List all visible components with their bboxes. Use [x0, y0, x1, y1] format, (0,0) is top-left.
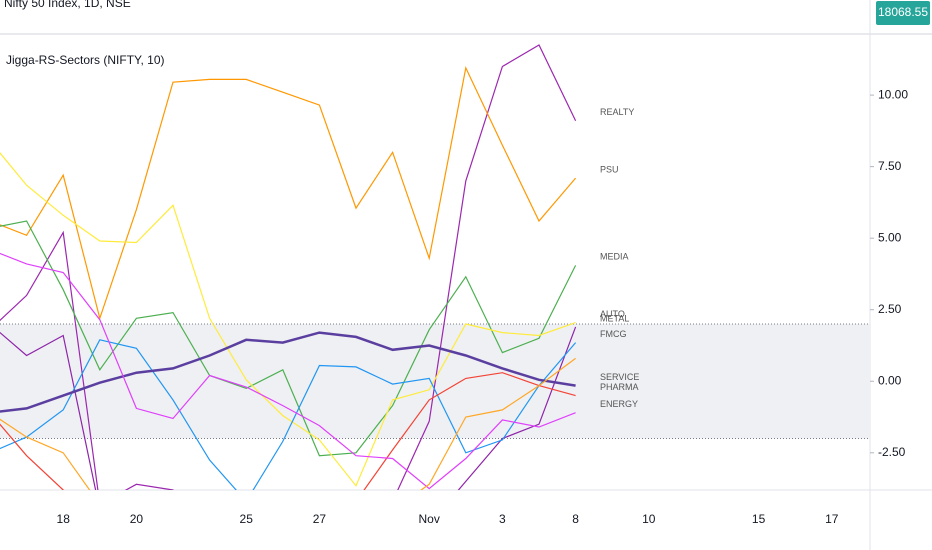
- series-line: [0, 331, 576, 413]
- price-badge: [876, 1, 930, 25]
- y-tick-label: 10.00: [878, 87, 908, 101]
- series-name-label: REALTY: [600, 107, 634, 117]
- series-name-label: PHARMA: [600, 382, 639, 392]
- series-line: [0, 65, 577, 321]
- series-name-label: PSU: [600, 164, 619, 174]
- line-layer: [0, 44, 577, 490]
- x-tick-label: 8: [572, 512, 579, 526]
- x-tick-label: 18: [57, 512, 71, 526]
- y-tick-label: 0.00: [878, 373, 902, 387]
- series-name-label: FMCG: [600, 329, 627, 339]
- y-tick-label: 7.50: [878, 159, 902, 173]
- series-line: [0, 220, 577, 457]
- y-tick-label: 5.00: [878, 230, 902, 244]
- series-name-label: ENERGY: [600, 399, 638, 409]
- series-name-label: AUTO: [600, 309, 625, 319]
- series-line: [0, 357, 576, 490]
- x-tick-label: 3: [499, 512, 506, 526]
- y-tick-label: -2.50: [878, 445, 906, 459]
- series-line: [0, 44, 577, 490]
- series-line: [0, 326, 577, 490]
- series-line: [0, 372, 576, 490]
- series-name-label: SERVICE: [600, 372, 639, 382]
- x-tick-label: Nov: [419, 512, 440, 526]
- title-backdrop: [2, 50, 122, 70]
- y-tick-label: 2.50: [878, 302, 902, 316]
- x-tick-label: 15: [752, 512, 766, 526]
- series-name-label: MEDIA: [600, 252, 629, 262]
- symbol-title: Nifty 50 Index, 1D, NSE: [4, 0, 131, 10]
- chart-title: Jigga-RS-Sectors (NIFTY, 10): [6, 53, 165, 67]
- x-tick-label: 25: [240, 512, 254, 526]
- series-line: [0, 252, 576, 490]
- x-tick-label: 27: [313, 512, 327, 526]
- x-tick-label: 10: [642, 512, 656, 526]
- series-line: [0, 152, 576, 487]
- series-name-label: METAL: [600, 313, 629, 323]
- x-tick-label: 20: [130, 512, 144, 526]
- series-line: [0, 339, 577, 490]
- x-tick-label: 17: [825, 512, 839, 526]
- price-label: 18068.55: [878, 5, 928, 19]
